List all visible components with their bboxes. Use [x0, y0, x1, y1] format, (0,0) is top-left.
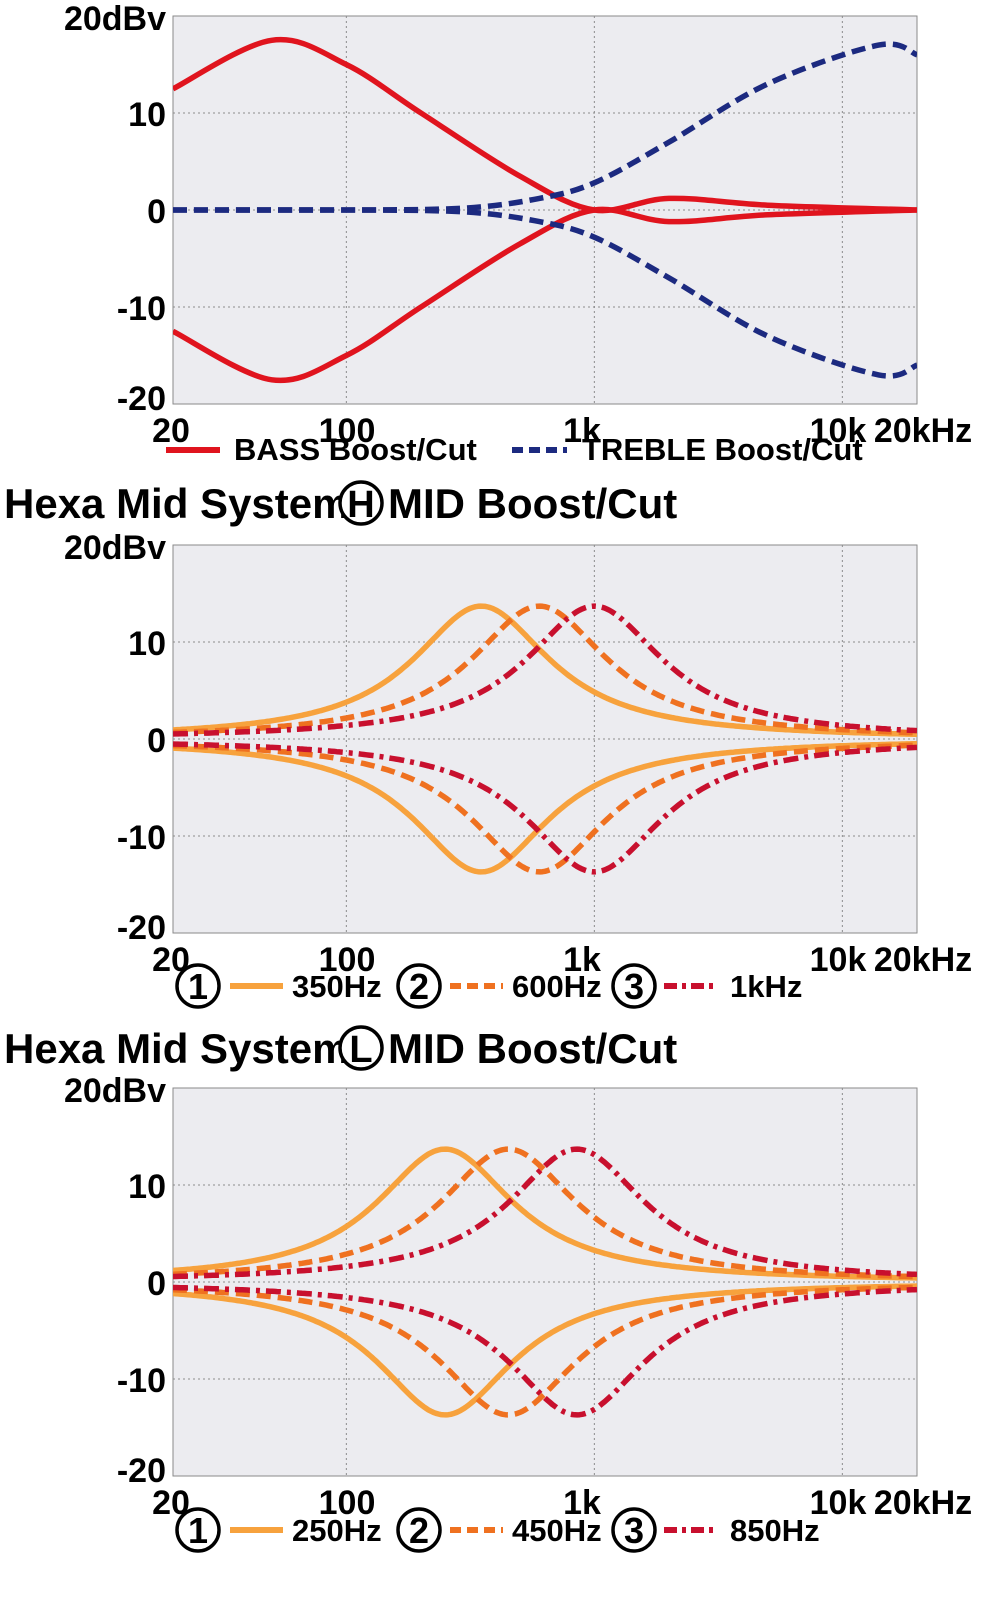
x-axis: 20 100 1k 10k 20kHz: [152, 1484, 972, 1522]
chart-title-text: Hexa Mid System: [4, 1025, 349, 1072]
x-tick-label: 100: [319, 1484, 376, 1522]
series-line-850hz-cut: [173, 1284, 917, 1418]
y-tick-label: -10: [117, 819, 166, 857]
title-badge-letter: H: [347, 484, 374, 526]
x-tick-label: 1k: [563, 941, 601, 979]
y-tick-label: 10: [128, 1168, 166, 1206]
x-tick-label: 20kHz: [874, 941, 972, 979]
series-group: [173, 1146, 917, 1418]
legend-label: TREBLE Boost/Cut: [582, 432, 863, 467]
series-line-1khz-cut: [173, 741, 917, 875]
y-tick-label: -20: [117, 380, 166, 418]
y-tick-label: 0: [147, 1265, 166, 1303]
y-tick-label: 10: [128, 625, 166, 663]
gridlines: [173, 1088, 917, 1476]
y-axis: 20dBv 10 0 -10 -20: [64, 0, 166, 418]
legend-number: 3: [624, 966, 644, 1007]
y-tick-label: -20: [117, 909, 166, 947]
y-tick-label: -10: [117, 290, 166, 328]
chart-title-suffix: MID Boost/Cut: [388, 1025, 677, 1072]
series-line-850hz-boost: [173, 1146, 917, 1280]
chart-title: Hexa Mid System L MID Boost/Cut: [4, 1025, 677, 1072]
x-tick-label: 100: [319, 941, 376, 979]
title-badge-circle: [338, 480, 384, 526]
series-group: [173, 603, 917, 875]
chart-title-text: Hexa Mid System: [4, 480, 349, 527]
legend-number: 3: [624, 1510, 644, 1551]
legend-label: 450Hz: [512, 1513, 602, 1548]
legend-number-circle: [396, 963, 442, 1009]
series-line-250hz-cut: [173, 1283, 917, 1418]
y-tick-label: 0: [147, 193, 166, 231]
y-tick-label: 20dBv: [64, 1072, 166, 1110]
legend-number: 1: [188, 966, 208, 1007]
legend-label: 850Hz: [730, 1513, 820, 1548]
series-line-350hz-boost: [173, 603, 917, 738]
x-tick-label: 10k: [810, 1484, 867, 1522]
legend-label: 600Hz: [512, 969, 602, 1004]
series-line-600hz-boost: [173, 603, 917, 736]
y-tick-label: 20dBv: [64, 529, 166, 567]
x-tick-label: 20kHz: [874, 1484, 972, 1522]
title-badge-circle: [338, 1025, 384, 1071]
x-tick-label: 1k: [563, 412, 601, 450]
x-axis: 20 100 1k 10k 20kHz: [152, 412, 972, 450]
y-tick-label: 10: [128, 96, 166, 134]
y-tick-label: 0: [147, 722, 166, 760]
x-tick-label: 1k: [563, 1484, 601, 1522]
x-tick-label: 10k: [810, 412, 867, 450]
legend-number-circle: [175, 963, 221, 1009]
series-line-bass-cut: [173, 206, 917, 384]
legend-label: 350Hz: [292, 969, 382, 1004]
series-line-600hz-cut: [173, 742, 917, 875]
legend-number: 2: [409, 966, 429, 1007]
legend-number-circle: [611, 963, 657, 1009]
gridlines: [173, 16, 917, 404]
legend-label: 250Hz: [292, 1513, 382, 1548]
legend-number-circle: [611, 1507, 657, 1553]
series-line-bass-boost: [173, 36, 917, 214]
series-line-1khz-boost: [173, 603, 917, 737]
legend-number: 1: [188, 1510, 208, 1551]
x-axis: 20 100 1k 10k 20kHz: [152, 941, 972, 979]
legend: BASS Boost/Cut TREBLE Boost/Cut: [166, 432, 863, 467]
legend-label: 1kHz: [730, 969, 802, 1004]
legend: 1 250Hz 2 450Hz 3 850Hz: [175, 1507, 820, 1553]
chart-title-suffix: MID Boost/Cut: [388, 480, 677, 527]
series-group: [173, 36, 917, 384]
legend-number-circle: [175, 1507, 221, 1553]
chart-3: Hexa Mid System L MID Boost/Cut20dBv100-10…: [4, 1025, 972, 1553]
series-line-250hz-boost: [173, 1146, 917, 1281]
x-tick-label: 10k: [810, 941, 867, 979]
y-axis: 20dBv 10 0 -10 -20: [64, 1072, 166, 1490]
x-tick-label: 100: [319, 412, 376, 450]
legend-number: 2: [409, 1510, 429, 1551]
title-badge-letter: L: [349, 1029, 372, 1071]
x-tick-label: 20kHz: [874, 412, 972, 450]
series-line-treble-cut: [173, 207, 917, 379]
y-tick-label: -10: [117, 1362, 166, 1400]
x-tick-label: 20: [152, 412, 190, 450]
legend-label: BASS Boost/Cut: [234, 432, 477, 467]
series-line-350hz-cut: [173, 740, 917, 875]
legend: 1 350Hz 2 600Hz 3 1kHz: [175, 963, 802, 1009]
y-axis: 20dBv 10 0 -10 -20: [64, 529, 166, 947]
y-tick-label: 20dBv: [64, 0, 166, 38]
legend-number-circle: [396, 1507, 442, 1553]
y-tick-label: -20: [117, 1452, 166, 1490]
